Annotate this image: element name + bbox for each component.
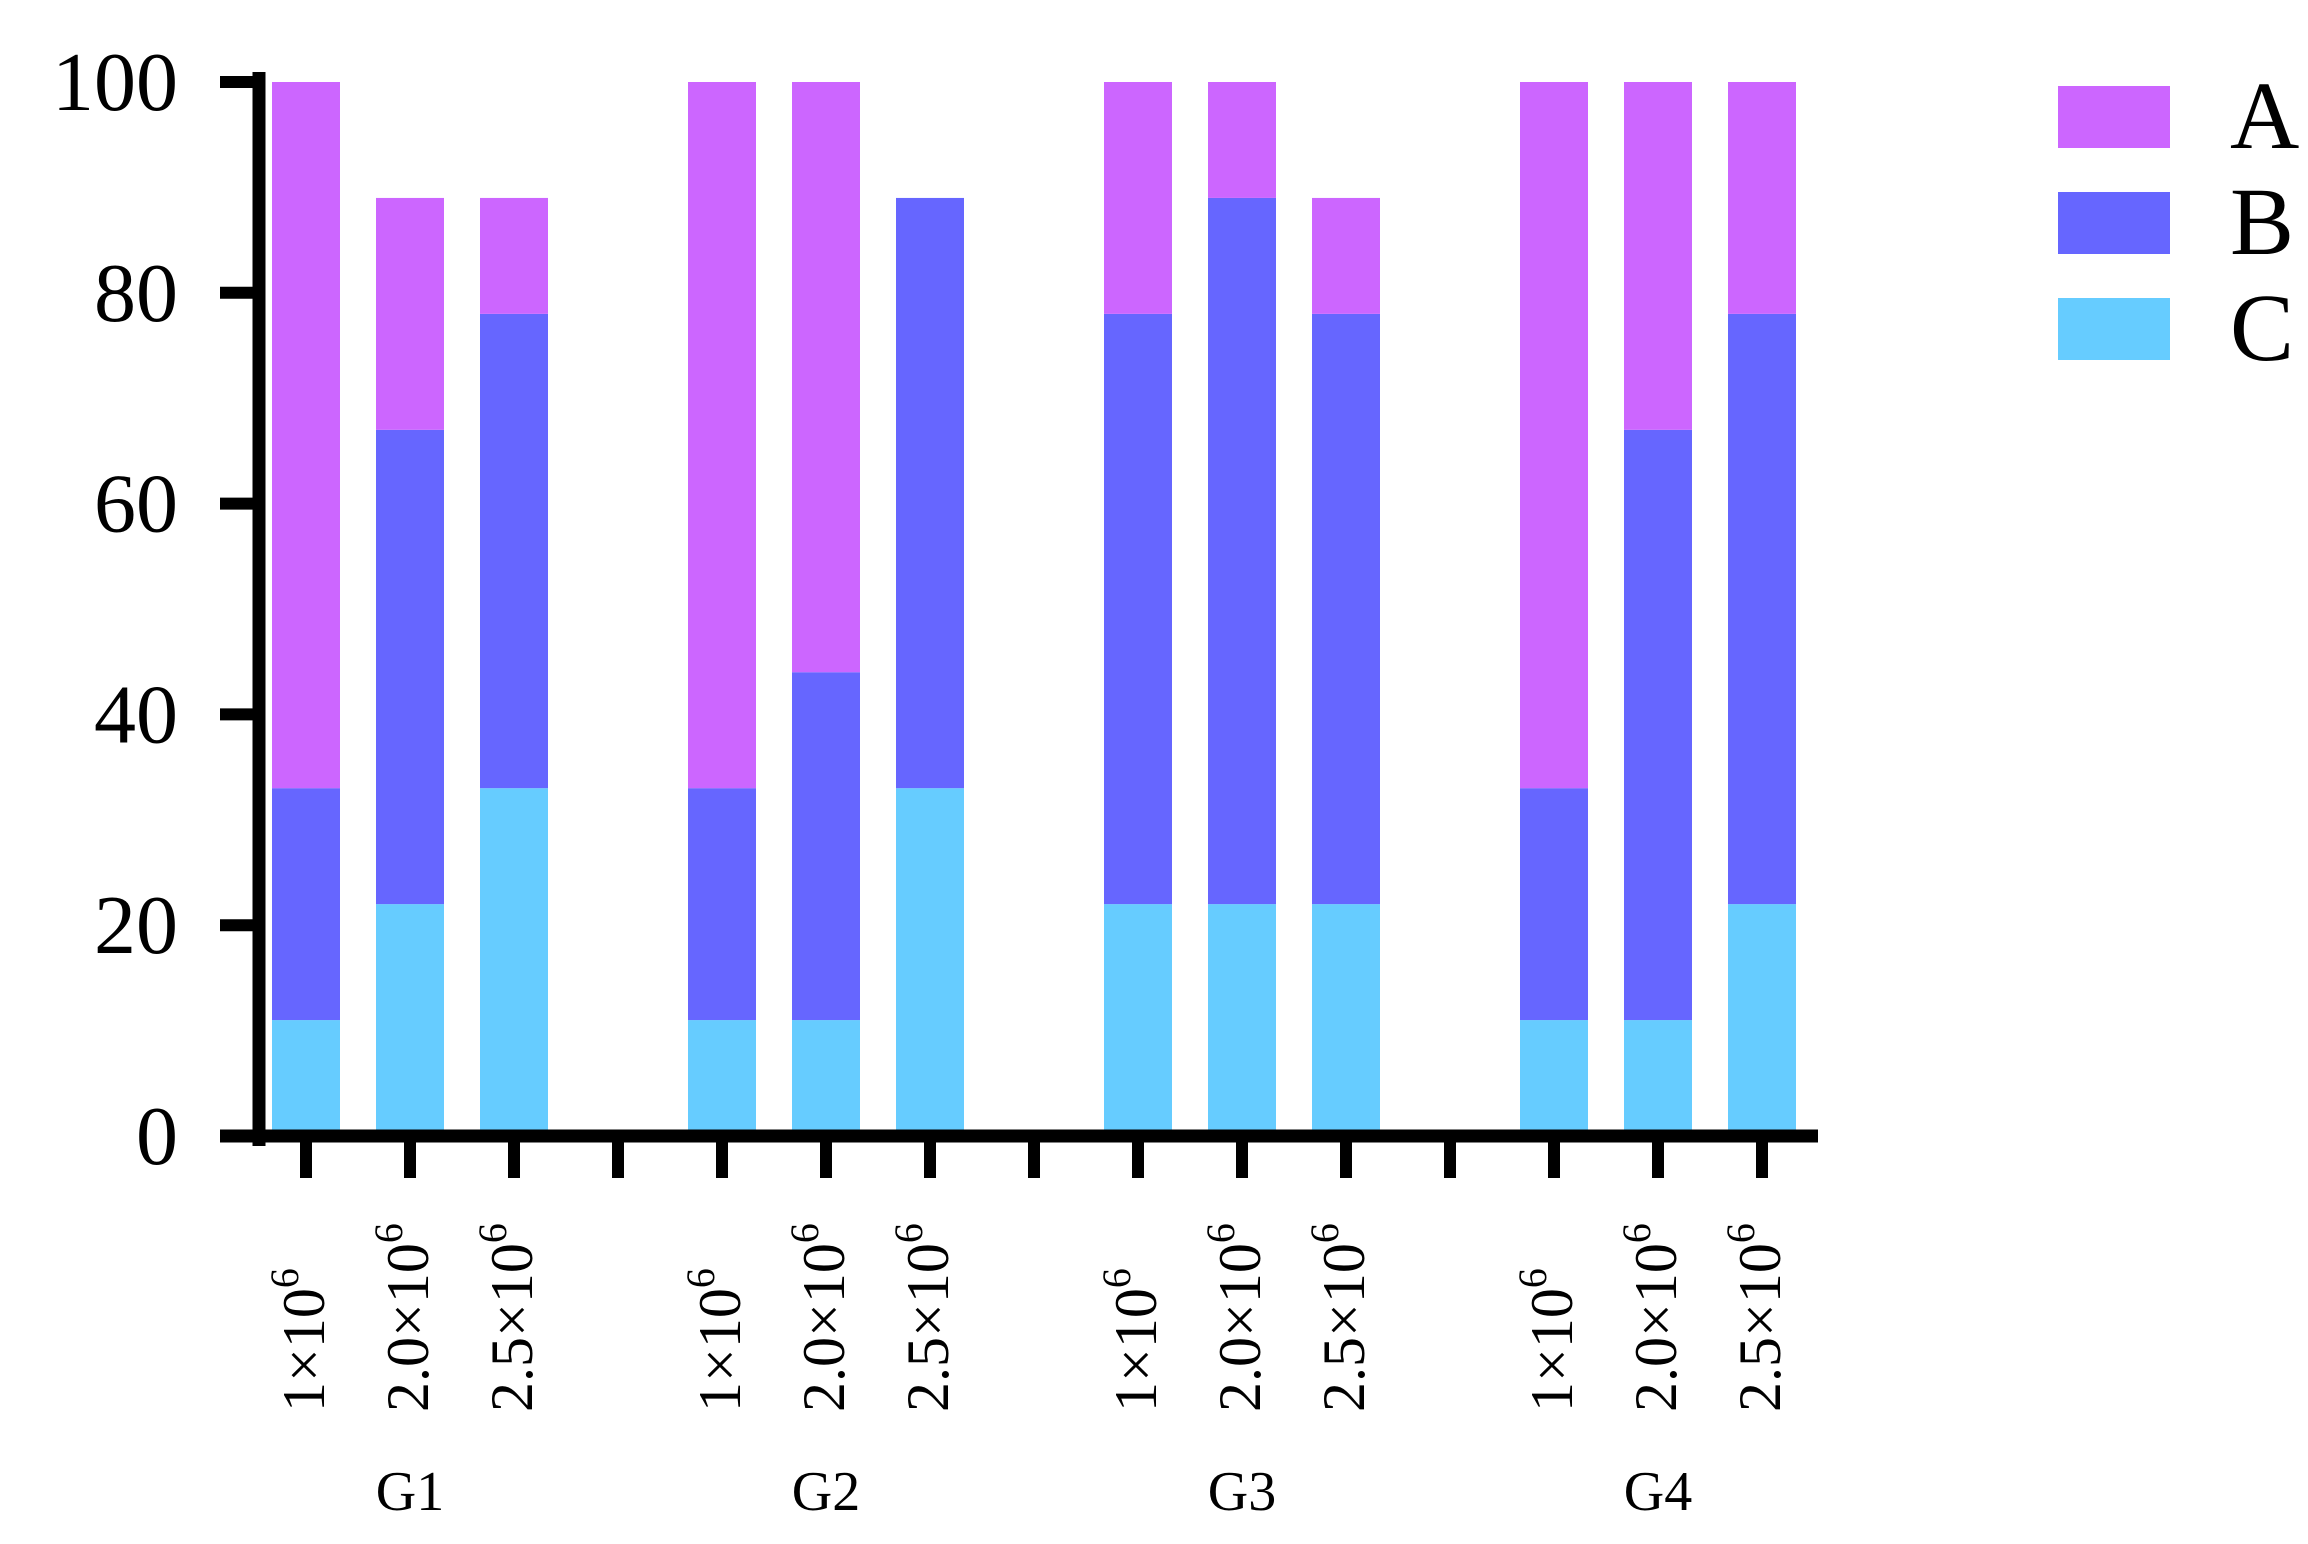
bar-segment-c-g1-3: [480, 788, 548, 1136]
bar-segment-a-g1-2: [376, 197, 444, 430]
x-category-label-g2-3: 2.5×106: [886, 1223, 961, 1412]
bar-segment-c-g4-1: [1520, 1020, 1588, 1136]
x-category-label-g3-2: 2.0×106: [1198, 1223, 1273, 1412]
legend-swatch-a: [2058, 86, 2170, 148]
bar-segment-a-g1-1: [272, 82, 340, 789]
x-category-label-g3-3: 2.5×106: [1302, 1223, 1377, 1412]
bar-segment-c-g4-2: [1624, 1020, 1692, 1136]
bar-segment-b-g3-2: [1208, 197, 1276, 905]
x-category-label-g1-3: 2.5×106: [470, 1223, 545, 1412]
bar-segment-b-g2-3: [896, 197, 964, 789]
legend: ABC: [2058, 62, 2299, 381]
x-category-label-g4-2: 2.0×106: [1614, 1223, 1689, 1412]
bar-segment-b-g2-2: [792, 672, 860, 1021]
x-group-label-g2: G2: [792, 1461, 860, 1523]
bar-segment-a-g1-3: [480, 197, 548, 314]
legend-label-a: A: [2230, 62, 2299, 169]
bar-segment-c-g1-2: [376, 904, 444, 1136]
bar-segment-c-g3-1: [1104, 904, 1172, 1136]
y-tick-label-60: 60: [94, 458, 178, 551]
legend-label-b: B: [2230, 168, 2294, 275]
x-group-label-g4: G4: [1624, 1461, 1692, 1523]
bar-segment-c-g2-1: [688, 1020, 756, 1136]
y-tick-label-0: 0: [136, 1090, 178, 1183]
bar-segment-c-g2-2: [792, 1020, 860, 1136]
y-tick-label-40: 40: [94, 668, 178, 761]
x-category-label-g1-1: 1×106: [262, 1268, 337, 1412]
bar-segment-a-g3-3: [1312, 197, 1380, 314]
bar-segment-b-g2-1: [688, 788, 756, 1021]
legend-swatch-c: [2058, 298, 2170, 360]
bar-segment-a-g4-1: [1520, 82, 1588, 789]
legend-swatch-b: [2058, 192, 2170, 254]
bar-segment-b-g1-1: [272, 788, 340, 1021]
x-category-label-g3-1: 1×106: [1094, 1268, 1169, 1412]
x-category-label-g1-2: 2.0×106: [366, 1223, 441, 1412]
bars-layer: [272, 82, 1796, 1136]
bar-segment-b-g1-3: [480, 313, 548, 789]
bar-segment-a-g3-1: [1104, 82, 1172, 314]
bar-segment-a-g3-2: [1208, 82, 1276, 198]
bar-segment-b-g4-2: [1624, 429, 1692, 1021]
bar-segment-c-g3-3: [1312, 904, 1380, 1136]
bar-segment-b-g1-2: [376, 429, 444, 905]
x-group-label-g1: G1: [376, 1461, 444, 1523]
bar-segment-b-g3-1: [1104, 313, 1172, 905]
bar-segment-a-g2-1: [688, 82, 756, 789]
y-tick-label-80: 80: [94, 247, 178, 340]
y-axis-ticks: 0 20 40 60 80 100: [52, 36, 259, 1183]
bar-segment-c-g2-3: [896, 788, 964, 1136]
x-group-label-g3: G3: [1208, 1461, 1276, 1523]
bar-segment-b-g4-1: [1520, 788, 1588, 1021]
x-category-label-g2-2: 2.0×106: [782, 1223, 857, 1412]
bar-segment-c-g3-2: [1208, 904, 1276, 1136]
bar-segment-a-g4-2: [1624, 82, 1692, 430]
y-tick-label-100: 100: [52, 36, 178, 129]
bar-segment-c-g1-1: [272, 1020, 340, 1136]
x-category-label-g4-1: 1×106: [1510, 1268, 1585, 1412]
bar-segment-c-g4-3: [1728, 904, 1796, 1136]
legend-label-c: C: [2230, 274, 2294, 381]
bar-segment-a-g2-2: [792, 82, 860, 673]
x-category-label-g4-3: 2.5×106: [1718, 1223, 1793, 1412]
bar-segment-b-g4-3: [1728, 313, 1796, 905]
x-category-label-g2-1: 1×106: [678, 1268, 753, 1412]
bar-segment-a-g4-3: [1728, 82, 1796, 314]
x-axis-ticks: 1×106 2.0×106 2.5×106 G1 1×106 2.0×106 2.5×106…: [262, 1136, 1793, 1523]
bar-segment-b-g3-3: [1312, 313, 1380, 905]
y-tick-label-20: 20: [94, 879, 178, 972]
